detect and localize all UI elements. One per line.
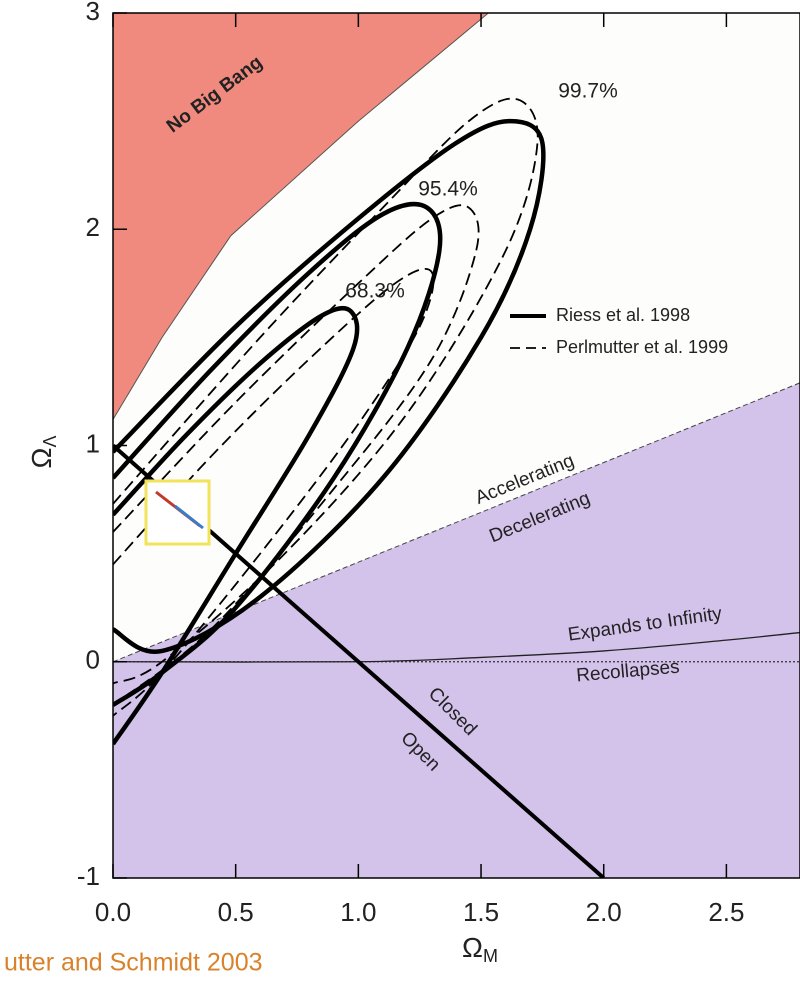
contour-level-label: 95.4% — [418, 178, 478, 201]
plot-area — [113, 13, 800, 878]
y-tick-label: 0 — [86, 645, 100, 675]
x-axis-label: ΩM — [462, 932, 498, 965]
contour-level-label: 68.3% — [345, 280, 405, 303]
x-tick-label: 0.0 — [95, 897, 131, 927]
x-axis-subscript: M — [483, 946, 498, 966]
x-axis-symbol: Ω — [462, 932, 483, 963]
y-tick-label: -1 — [77, 861, 100, 891]
chart: -101230.00.51.01.52.02.5ΩΛΩMNo Big BangA… — [0, 0, 800, 976]
page: {"chart_data": { "type": "contour", "x_l… — [0, 0, 800, 976]
y-axis-subscript: Λ — [40, 436, 60, 448]
y-tick-label: 3 — [86, 0, 100, 26]
legend-label: Perlmutter et al. 1999 — [556, 337, 728, 357]
contour-level-label: 99.7% — [558, 80, 618, 103]
x-tick-label: 2.0 — [586, 897, 622, 927]
x-tick-label: 1.5 — [463, 897, 499, 927]
x-tick-label: 2.5 — [708, 897, 744, 927]
inset-thumbnail — [146, 481, 209, 544]
y-axis-symbol: Ω — [26, 448, 57, 469]
legend-label: Riess et al. 1998 — [556, 305, 690, 325]
y-axis-label: ΩΛ — [26, 436, 59, 469]
y-tick-label: 2 — [86, 212, 100, 242]
caption: utter and Schmidt 2003 — [4, 949, 263, 976]
x-tick-label: 1.0 — [340, 897, 376, 927]
x-tick-label: 0.5 — [218, 897, 254, 927]
y-tick-label: 1 — [86, 428, 100, 458]
